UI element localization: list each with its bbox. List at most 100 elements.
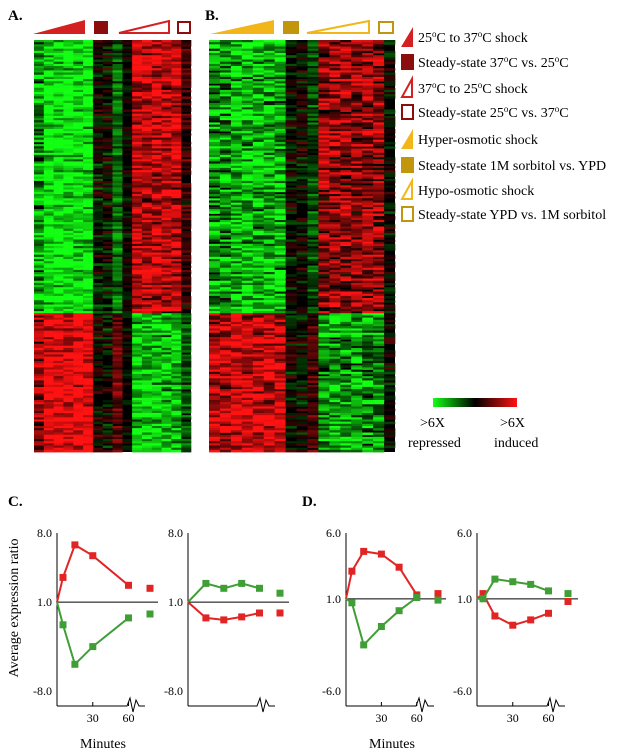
heatmap-cell <box>181 280 192 284</box>
heatmap-cell <box>122 87 133 91</box>
heatmap-cell <box>73 118 84 121</box>
heatmap-cell <box>263 315 275 318</box>
heatmap-cell <box>351 157 363 160</box>
heatmap-cell <box>73 111 84 115</box>
heatmap-cell <box>329 202 341 206</box>
heatmap-cell <box>230 118 243 121</box>
heatmap-cell <box>230 308 243 312</box>
heatmap-cell <box>73 291 84 295</box>
heatmap-cell <box>151 311 162 314</box>
heatmap-cell <box>53 400 64 403</box>
heatmap-cell <box>53 230 64 234</box>
heatmap-cell <box>362 339 374 342</box>
heatmap-cell <box>63 408 74 412</box>
heatmap-cell <box>181 248 192 251</box>
heatmap-cell <box>230 302 243 305</box>
heatmap-cell <box>43 167 54 171</box>
heatmap-cell <box>373 183 385 186</box>
heatmap-cell <box>102 449 113 453</box>
heatmap-cell <box>141 250 152 253</box>
heatmap-cell <box>373 222 385 225</box>
heatmap-cell <box>241 207 253 210</box>
heatmap-cell <box>141 382 152 386</box>
heatmap-cell <box>151 252 162 256</box>
heatmap-cell <box>329 137 341 141</box>
heatmap-cell <box>362 209 374 212</box>
heatmap-cell <box>219 204 232 208</box>
heatmap-cell <box>53 434 64 438</box>
heatmap-cell <box>285 105 297 108</box>
heatmap-cell <box>318 202 330 206</box>
heatmap-cell <box>307 89 319 93</box>
heatmap-cell <box>296 109 308 112</box>
heatmap-cell <box>161 154 172 158</box>
heatmap-cell <box>362 154 374 158</box>
heatmap-cell <box>296 57 308 60</box>
heatmap-cell <box>219 220 232 223</box>
heatmap-cell <box>102 233 113 236</box>
heatmap-cell <box>351 230 363 234</box>
heatmap-cell <box>151 137 162 141</box>
heatmap-cell <box>263 157 275 160</box>
heatmap-cell <box>263 42 275 45</box>
heatmap-cell <box>263 330 275 334</box>
heatmap-cell <box>230 250 243 253</box>
heatmap-cell <box>102 293 113 297</box>
heatmap-cell <box>141 354 152 357</box>
heatmap-cell <box>112 146 123 149</box>
heatmap-cell <box>171 428 182 431</box>
heatmap-cell <box>219 345 232 349</box>
heatmap-cell <box>63 213 74 217</box>
heatmap-cell <box>373 311 385 314</box>
heatmap-cell <box>43 319 54 323</box>
heatmap-cell <box>151 254 162 258</box>
heatmap-cell <box>181 376 192 379</box>
heatmap-cell <box>252 102 264 106</box>
heatmap-cell <box>63 291 74 295</box>
heatmap-cell <box>340 183 352 186</box>
heatmap-cell <box>340 187 352 191</box>
heatmap-cell <box>274 226 286 230</box>
heatmap-cell <box>34 89 45 93</box>
heatmap-cell <box>307 109 319 112</box>
heatmap-cell <box>384 300 396 303</box>
heatmap-cell <box>296 167 308 171</box>
heatmap-cell <box>132 378 143 381</box>
heatmap-cell <box>112 128 123 132</box>
heatmap-cell <box>73 363 84 366</box>
heatmap-cell <box>209 313 221 316</box>
heatmap-cell <box>92 287 103 290</box>
heatmap-cell <box>73 293 84 297</box>
heatmap-cell <box>63 313 74 316</box>
heatmap-cell <box>285 259 297 262</box>
heatmap-cell <box>384 291 396 295</box>
heatmap-cell <box>43 334 54 338</box>
heatmap-cell <box>92 144 103 147</box>
heatmap-cell <box>351 315 363 318</box>
heatmap-cell <box>307 126 319 130</box>
heatmap-cell <box>141 57 152 60</box>
heatmap-cell <box>63 402 74 405</box>
heatmap-cell <box>241 293 253 297</box>
heatmap-cell <box>34 178 45 182</box>
heatmap-cell <box>141 187 152 191</box>
heatmap-cell <box>102 185 113 188</box>
heatmap-cell <box>307 68 319 71</box>
heatmap-cell <box>307 235 319 238</box>
heatmap-cell <box>102 389 113 392</box>
heatmap-cell <box>230 66 243 69</box>
heatmap-cell <box>83 102 94 106</box>
heatmap-cell <box>102 282 113 286</box>
heatmap-cell <box>53 72 64 76</box>
heatmap-cell <box>274 178 286 182</box>
heatmap-cell <box>219 159 232 162</box>
heatmap-cell <box>307 102 319 106</box>
heatmap-cell <box>362 109 374 112</box>
heatmap-cell <box>373 339 385 342</box>
heatmap-cell <box>34 174 45 177</box>
heatmap-cell <box>112 111 123 115</box>
heatmap-cell <box>181 122 192 125</box>
heatmap-cell <box>53 172 64 175</box>
heatmap-cell <box>92 308 103 312</box>
heatmap-cell <box>307 211 319 214</box>
